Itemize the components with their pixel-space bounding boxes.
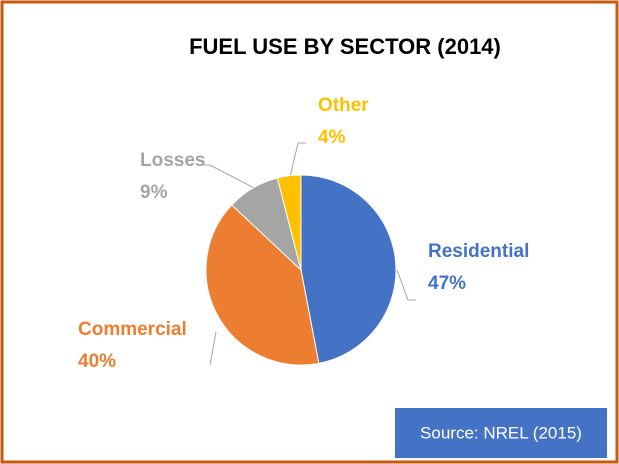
slice-label: Losses xyxy=(140,150,205,171)
leader-lines xyxy=(203,142,416,366)
leader-line xyxy=(203,164,259,191)
leader-line xyxy=(396,269,416,301)
slice-label: Other xyxy=(318,95,369,116)
pie-slice xyxy=(276,174,302,271)
slice-label: Residential xyxy=(428,241,529,262)
pie-slice xyxy=(205,204,320,366)
slice-value-label: 9% xyxy=(140,182,168,203)
leader-line xyxy=(289,142,306,178)
source-box xyxy=(395,408,607,458)
slice-value-label: 47% xyxy=(428,273,466,294)
slice-value-label: 4% xyxy=(318,127,346,148)
slice-label: Commercial xyxy=(78,319,187,340)
pie-slice xyxy=(300,174,397,364)
source: Source: NREL (2015) xyxy=(420,423,582,442)
chart-title: FUEL USE BY SECTOR (2014) xyxy=(189,34,501,59)
leader-line xyxy=(209,331,217,366)
slice-value-label: 40% xyxy=(78,351,116,372)
